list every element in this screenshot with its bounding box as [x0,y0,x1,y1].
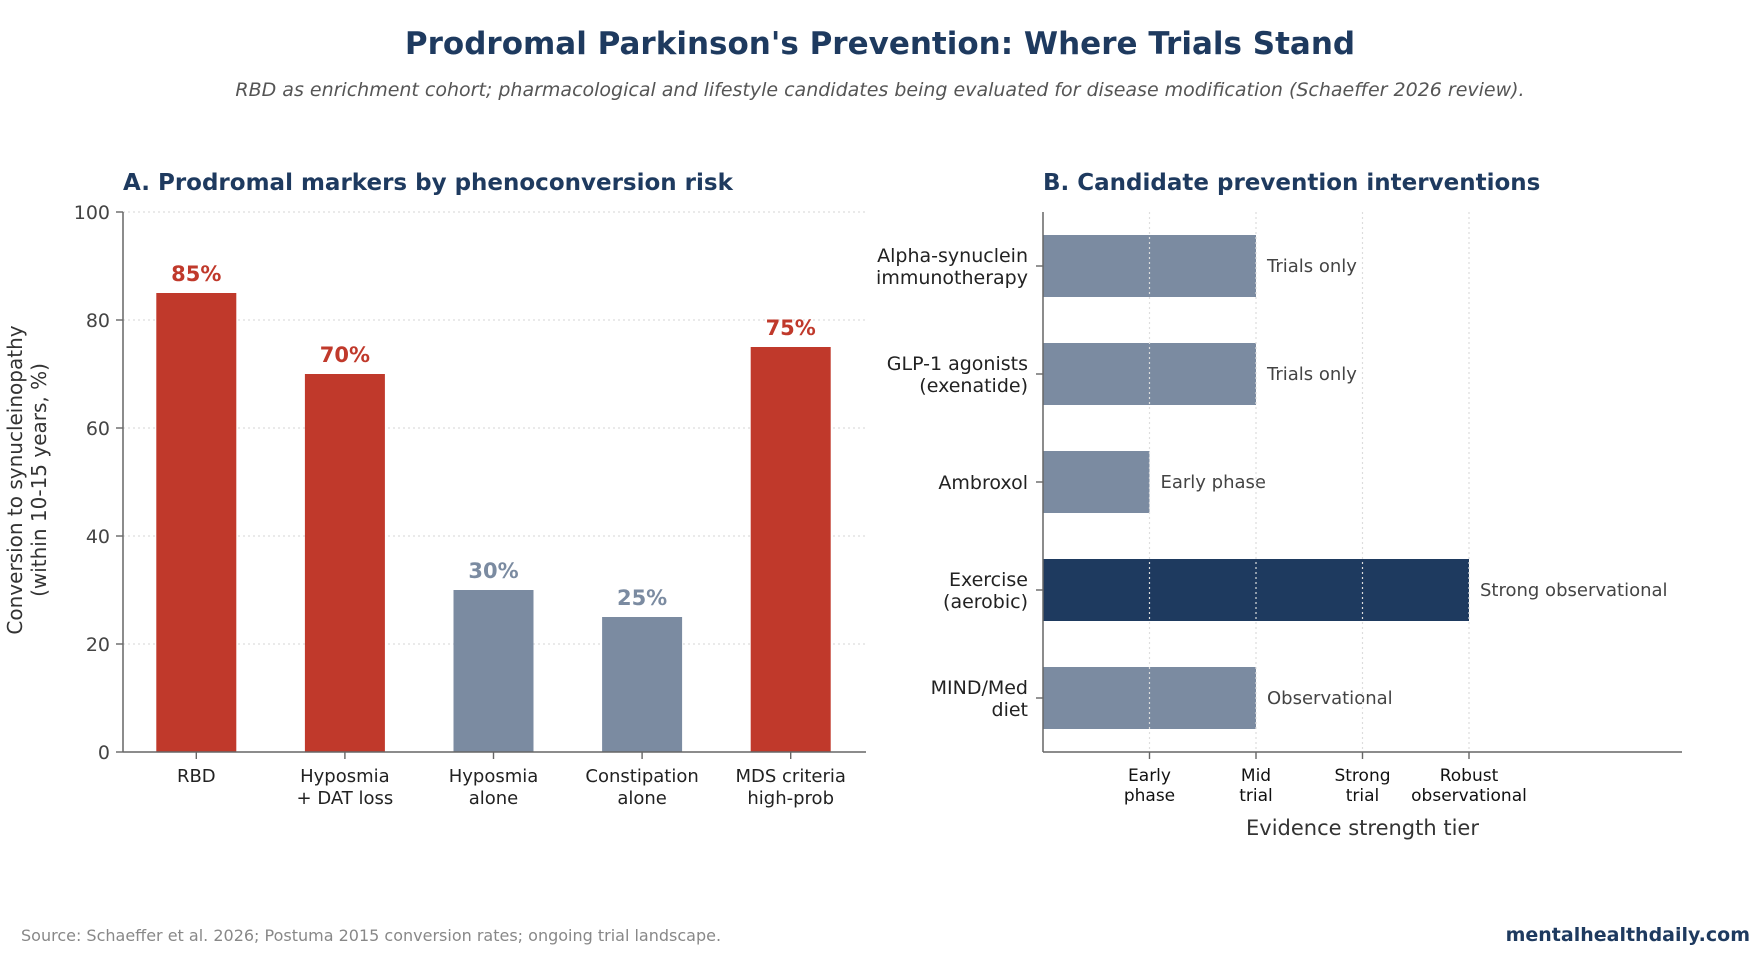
data-label: Early phase [1161,472,1267,493]
y-tick-label: MIND/Med diet [931,677,1028,721]
y-tick-label: 80 [86,310,110,332]
y-tick-label: Exercise (aerobic) [943,569,1028,613]
chart-subtitle: RBD as enrichment cohort; pharmacologica… [235,79,1525,101]
data-label: 25% [617,586,667,610]
x-tick-label: MDS criteria high-prob [735,766,845,809]
x-tick-label: Hyposmia + DAT loss [297,766,394,809]
data-label: Observational [1267,688,1393,709]
data-label: Trials only [1266,364,1357,385]
y-tick-label: 100 [74,202,110,224]
bar [304,374,385,752]
x-tick-label: Mid trial [1239,766,1273,806]
panel-b-title: B. Candidate prevention interventions [1043,170,1540,196]
bar [1043,451,1150,513]
chart-title: Prodromal Parkinson's Prevention: Where … [404,26,1356,62]
y-tick-label: 60 [86,418,110,440]
source-note: Source: Schaeffer et al. 2026; Postuma 2… [21,926,722,945]
panel-b: B. Candidate prevention interventions Tri… [876,170,1682,840]
data-label: Strong observational [1480,580,1668,601]
y-tick-label: GLP-1 agonists (exenatide) [887,353,1028,397]
y-axis-label: Conversion to synucleinopathy(within 10-… [3,325,51,634]
y-tick-label: Ambroxol [938,472,1028,494]
panel-a-title: A. Prodromal markers by phenoconversion … [123,170,734,196]
y-tick-label: 20 [86,634,110,656]
y-tick-label: Alpha-synuclein immunotherapy [876,245,1028,289]
data-label: Trials only [1266,256,1357,277]
panel-a: A. Prodromal markers by phenoconversion … [3,170,866,809]
data-label: 70% [320,343,370,367]
x-tick-label: RBD [177,766,216,787]
bar [602,617,683,752]
bar [1043,559,1469,621]
x-tick-label: Hyposmia alone [449,766,539,809]
x-tick-label: Robust observational [1411,766,1527,806]
bar [453,590,534,752]
y-tick-label: 40 [86,526,110,548]
x-tick-label: Early phase [1124,766,1175,806]
data-label: 85% [171,262,221,286]
bar [1043,235,1256,297]
bar [750,347,831,752]
data-label: 75% [766,316,816,340]
x-tick-label: Constipation alone [585,766,698,809]
data-label: 30% [468,559,518,583]
x-tick-label: Strong trial [1334,766,1390,806]
brand-credit: mentalhealthdaily.com [1505,924,1750,946]
bar [156,293,237,752]
x-axis-label: Evidence strength tier [1246,816,1479,840]
y-tick-label: 0 [98,742,110,764]
